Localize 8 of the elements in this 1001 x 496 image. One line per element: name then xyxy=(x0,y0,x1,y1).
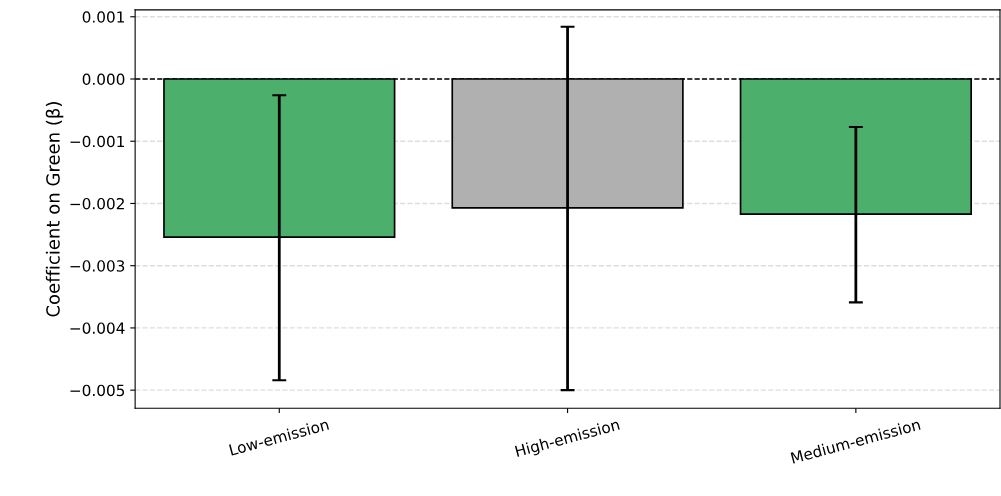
y-tick-label: −0.003 xyxy=(70,260,125,272)
y-tick-label: −0.004 xyxy=(70,322,125,334)
y-axis-title: Coefficient on Green (β) xyxy=(45,102,64,317)
y-tick-label: −0.001 xyxy=(70,135,124,148)
y-tick-label: 0.000 xyxy=(82,73,125,86)
y-tick-label: −0.005 xyxy=(70,384,125,397)
y-tick-label: −0.002 xyxy=(70,197,124,210)
y-tick-label: 0.001 xyxy=(82,11,124,23)
